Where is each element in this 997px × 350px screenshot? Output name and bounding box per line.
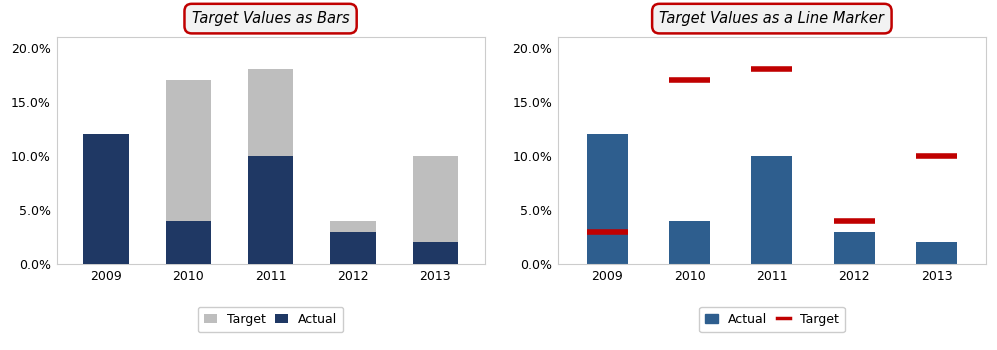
Title: Target Values as a Line Marker: Target Values as a Line Marker [659, 11, 884, 26]
Legend: Target, Actual: Target, Actual [197, 307, 343, 332]
Bar [586, 134, 628, 264]
Bar [84, 134, 129, 264]
Legend: Actual, Target: Actual, Target [699, 307, 844, 332]
Bar [166, 221, 211, 264]
Bar [166, 80, 211, 264]
Bar [248, 69, 293, 264]
Bar [413, 156, 458, 264]
Title: Target Values as Bars: Target Values as Bars [191, 11, 349, 26]
Bar [916, 243, 957, 264]
Bar [833, 232, 874, 264]
Bar [330, 232, 376, 264]
Bar [669, 221, 710, 264]
Bar [752, 156, 793, 264]
Bar [248, 156, 293, 264]
Bar [330, 221, 376, 264]
Bar [413, 243, 458, 264]
Bar [84, 232, 129, 264]
